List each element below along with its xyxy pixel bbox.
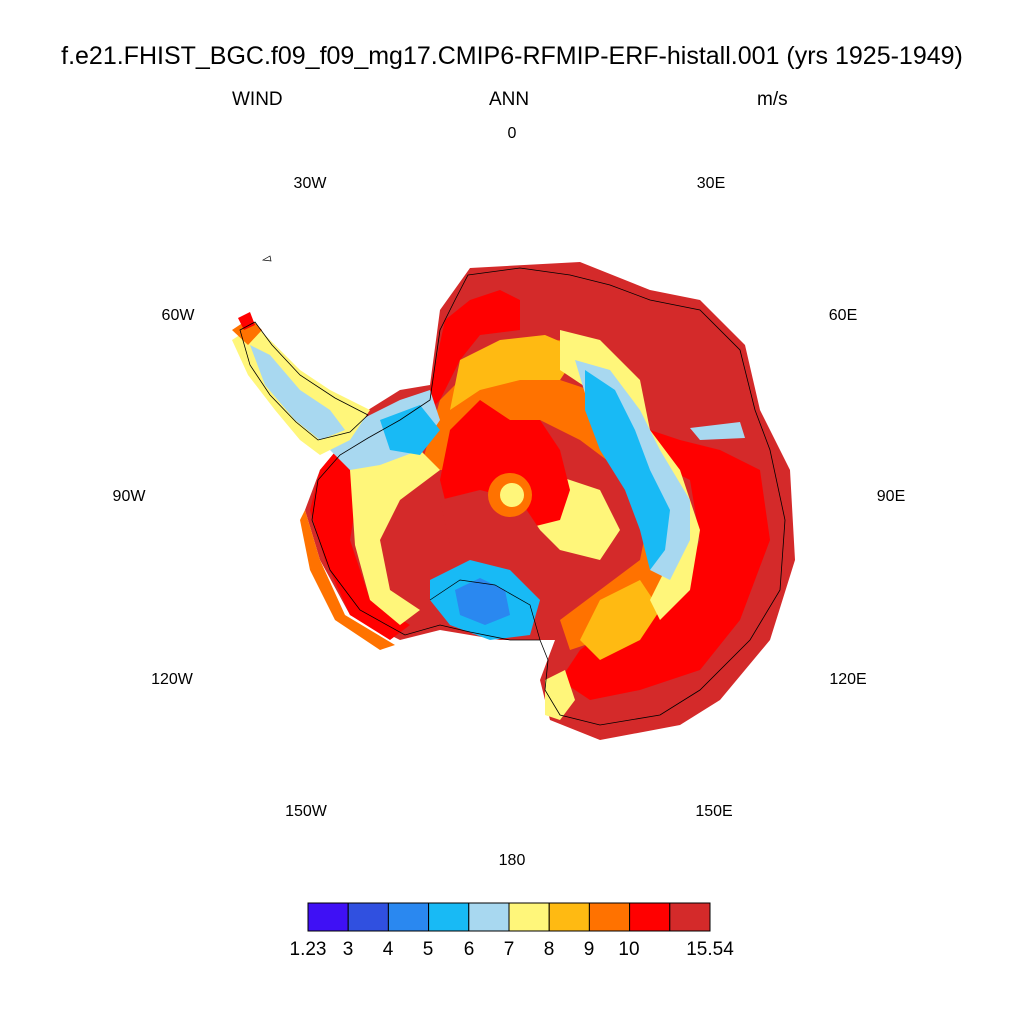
lon-label-30e: 30E [696,175,726,192]
warm-zone [450,335,580,410]
coastline [311,267,786,726]
colorbar-label: 1.23 [289,939,327,960]
lon-label-150e: 150E [695,803,733,820]
colorbar-swatch [387,902,430,932]
colorbar-swatch [508,902,550,932]
island-outline [261,255,272,262]
wind-field [232,262,795,740]
plot-title: f.e21.FHIST_BGC.f09_f09_mg17.CMIP6-RFMIP… [61,42,963,70]
colorbar-label: 8 [543,939,555,960]
ross-shelf-line [429,579,541,641]
colorbar-swatch [548,902,590,932]
west-coast-orange [300,510,395,650]
warm-zone-2 [580,580,660,660]
peninsula-light-blue [250,345,345,440]
colorbar-swatch [468,902,510,932]
lon-label-60w: 60W [161,307,195,324]
season-label: ANN [489,89,530,110]
pole-yellow-center [500,483,524,507]
lon-label-0: 0 [507,125,517,142]
lon-label-60e: 60E [828,307,858,324]
blue-zone-east [585,370,670,570]
lon-label-180: 180 [498,852,526,869]
blue-zone-west [380,405,440,455]
shelf-strip [690,422,745,440]
lon-label-90e: 90E [876,488,906,505]
colorbar-label: 7 [503,939,515,960]
lon-label-120e: 120E [829,671,867,688]
colorbar-label: 3 [342,939,354,960]
peninsula-coastline [239,321,369,441]
colorbar-label: 6 [463,939,475,960]
colorbar-label: 9 [583,939,595,960]
variable-label: WIND [232,89,283,110]
lon-label-120w: 120W [151,671,193,688]
antarctica-wind-map [232,255,795,740]
colorbar-swatch [588,902,631,932]
colorbar-label: 10 [618,939,640,960]
colorbar-swatch [347,902,389,932]
peninsula-red-tip [238,312,255,330]
units-label: m/s [757,89,788,110]
colorbar-swatch [307,902,349,932]
ross-dark-blue [455,578,510,625]
east-coast-strip [545,670,575,720]
colorbar-label: 5 [422,939,434,960]
lon-label-150w: 150W [285,803,327,820]
lon-label-90w: 90W [112,488,146,505]
lon-label-30w: 30W [293,175,327,192]
colorbar-label: 15.54 [686,939,734,960]
colorbar-swatch [428,902,470,932]
colorbar-swatch [669,902,711,932]
colorbar-label: 4 [382,939,394,960]
yellow-band-west [350,440,440,625]
colorbar-swatch [629,902,671,932]
